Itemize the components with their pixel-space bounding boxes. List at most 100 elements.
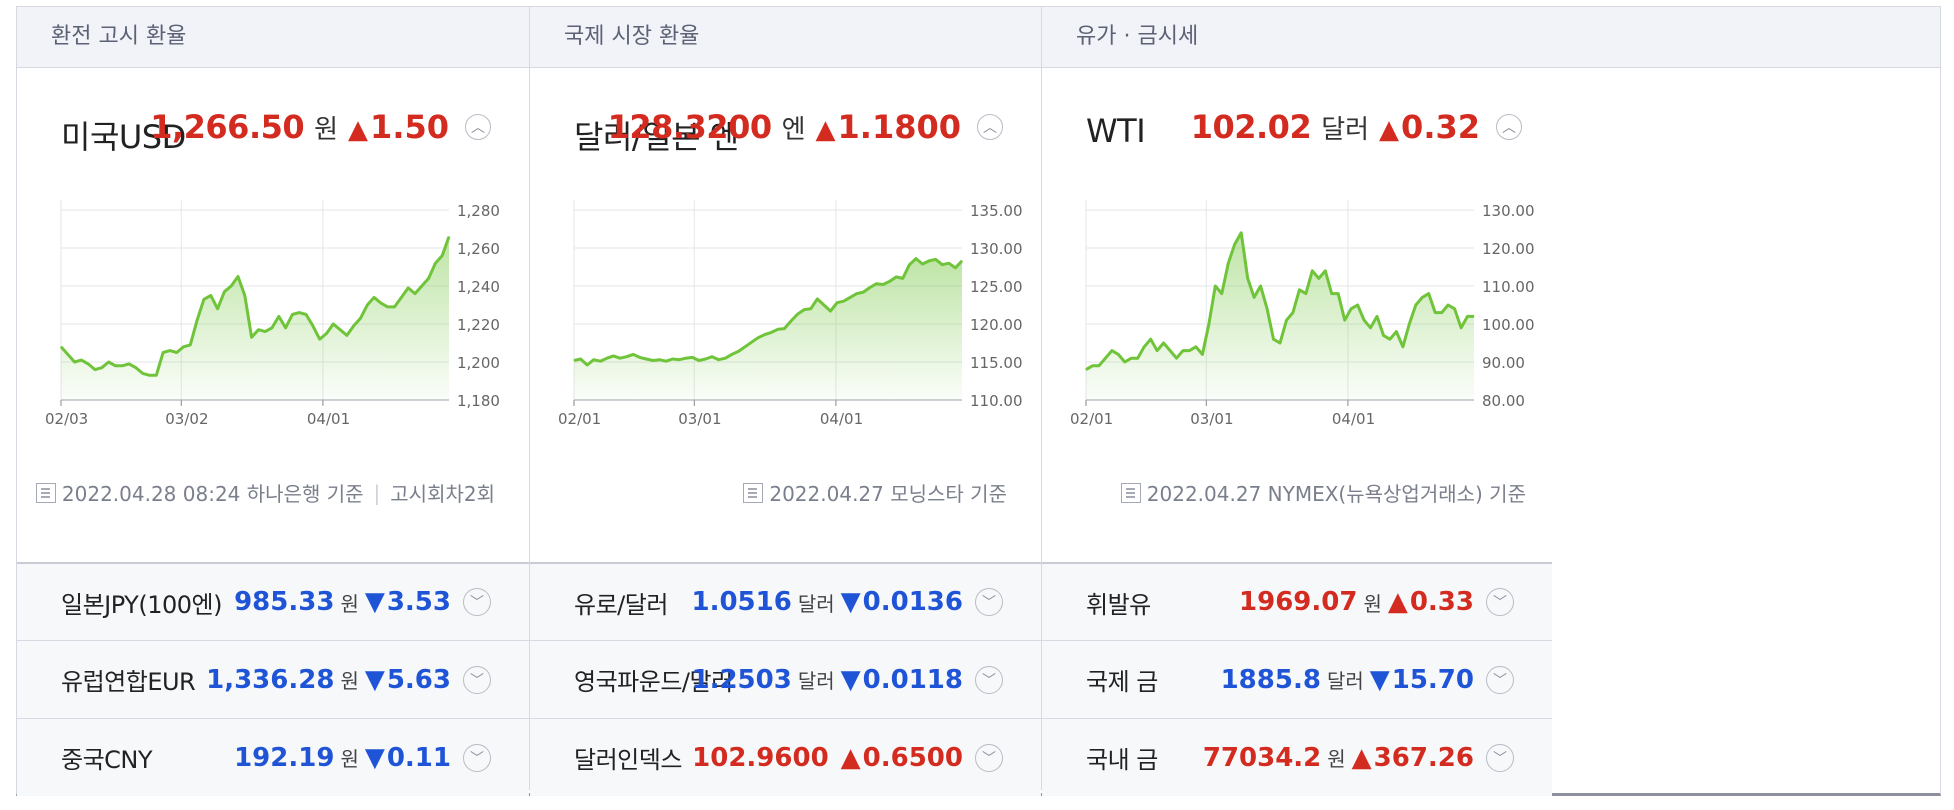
data-point: [935, 258, 937, 260]
data-point: [1344, 319, 1346, 321]
quote-name: 영국파운드/달러: [574, 668, 733, 696]
data-point: [210, 295, 212, 296]
quote-value: 1,336.28: [206, 664, 335, 695]
quote-list: 일본JPY(100엔) 985.33 원 ▼3.53 ﹀ 유럽연합EUR 1,3…: [17, 562, 529, 796]
expand-button[interactable]: ﹀: [463, 743, 491, 772]
data-point: [67, 353, 69, 355]
data-point: [1143, 346, 1145, 348]
data-point: [135, 367, 137, 369]
collapse-button[interactable]: ︿: [465, 114, 491, 140]
data-point: [230, 285, 232, 287]
data-point: [599, 360, 601, 362]
list-item[interactable]: 휘발유 1969.07 원 ▲0.33 ﹀: [1042, 562, 1552, 640]
data-point: [407, 287, 409, 289]
data-point: [902, 277, 904, 279]
data-point: [1208, 323, 1210, 325]
data-point: [836, 302, 838, 304]
data-point: [319, 338, 321, 340]
data-point: [1421, 296, 1423, 298]
triangle-up-icon: ▲: [815, 115, 836, 145]
quote-name: 유로/달러: [574, 590, 668, 619]
list-item[interactable]: 국제 금 1885.8 달러 ▼15.70 ﹀: [1042, 640, 1552, 718]
data-point: [1117, 353, 1119, 355]
y-tick-label: 130.00: [970, 240, 1023, 258]
list-item[interactable]: 달러인덱스 102.9600 ▲0.6500 ﹀: [530, 718, 1041, 796]
y-tick-label: 115.00: [970, 354, 1023, 372]
list-item[interactable]: 일본JPY(100엔) 985.33 원 ▼3.53 ﹀: [17, 562, 529, 640]
collapse-button[interactable]: ︿: [1496, 114, 1522, 140]
data-point: [757, 337, 759, 339]
main-quote-usd[interactable]: 미국USD 1,266.50 원 ▲1.50 ︿ 1,280 1,260 1,240…: [17, 68, 529, 562]
expand-button[interactable]: ﹀: [463, 588, 491, 616]
expand-button[interactable]: ﹀: [1486, 588, 1514, 616]
main-quote-value: 102.02: [1190, 108, 1312, 146]
data-point: [1305, 293, 1307, 295]
triangle-down-icon: ▼: [364, 664, 385, 695]
data-point: [162, 352, 164, 353]
expand-button[interactable]: ﹀: [975, 588, 1003, 616]
x-tick-label: 04/01: [1332, 410, 1375, 428]
quote-unit: 달러: [797, 591, 835, 616]
data-point: [1357, 304, 1359, 306]
list-item[interactable]: 국내 금 77034.2 원 ▲367.26 ﹀: [1042, 718, 1552, 796]
list-item[interactable]: 영국파운드/달러 1.2503 달러 ▼0.0118 ﹀: [530, 640, 1041, 718]
data-point: [1176, 357, 1178, 359]
list-item[interactable]: 유럽연합EUR 1,336.28 원 ▼5.63 ﹀: [17, 640, 529, 718]
expand-button[interactable]: ﹀: [975, 665, 1003, 694]
data-point: [1163, 342, 1165, 344]
list-item[interactable]: 중국CNY 192.19 원 ▼0.11 ﹀: [17, 718, 529, 796]
expand-button[interactable]: ﹀: [1486, 743, 1514, 772]
data-point: [777, 328, 779, 330]
data-point: [718, 359, 720, 361]
expand-button[interactable]: ﹀: [463, 665, 491, 694]
y-tick-label: 1,260: [457, 240, 500, 258]
data-point: [251, 336, 253, 338]
quote-name: 유럽연합EUR: [61, 668, 196, 696]
y-tick-label: 1,280: [457, 202, 500, 220]
data-point: [1273, 338, 1275, 340]
expand-button[interactable]: ﹀: [975, 743, 1003, 772]
data-point: [606, 357, 608, 359]
y-tick-label: 130.00: [1482, 202, 1535, 220]
data-point: [1370, 327, 1372, 329]
data-point: [810, 308, 812, 310]
main-quote-usdjpy[interactable]: 달러/일본 엔 128.3200 엔 ▲1.1800 ︿ 135.00 130.0…: [530, 68, 1041, 562]
quote-list: 유로/달러 1.0516 달러 ▼0.0136 ﹀ 영국파운드/달러 1.250…: [530, 562, 1041, 796]
data-point: [915, 258, 917, 260]
chart-footnote: 2022.04.27 모닝스타 기준: [743, 478, 1007, 507]
main-quote-wti[interactable]: WTI 102.02 달러 ▲0.32 ︿ 130.00 120.00 110.00…: [1042, 68, 1940, 562]
data-point: [1285, 319, 1287, 321]
quote-unit: 달러: [1326, 669, 1364, 693]
quote-unit: 원: [1363, 591, 1382, 616]
list-item[interactable]: 유로/달러 1.0516 달러 ▼0.0136 ﹀: [530, 562, 1041, 640]
quote-value: 192.19: [234, 742, 335, 773]
quote-change: ▼5.63: [364, 664, 451, 695]
data-point: [895, 276, 897, 278]
quote-name: 국제 금: [1086, 668, 1158, 696]
quote-values: 1,336.28 원 ▼5.63 ﹀: [206, 665, 491, 695]
expand-button[interactable]: ﹀: [1486, 665, 1514, 694]
main-quote-unit: 엔: [781, 114, 806, 145]
data-point: [922, 263, 924, 265]
area-fill: [61, 236, 449, 400]
data-point: [1318, 277, 1320, 279]
quote-change: ▼15.70: [1369, 664, 1474, 695]
data-point: [856, 293, 858, 295]
data-point: [1137, 357, 1139, 359]
quote-value: 1885.8: [1220, 664, 1321, 695]
data-point: [586, 364, 588, 366]
data-point: [678, 359, 680, 361]
collapse-button[interactable]: ︿: [977, 114, 1003, 140]
data-point: [823, 304, 825, 306]
triangle-up-icon: ▲: [348, 115, 369, 145]
data-point: [87, 363, 89, 365]
quote-name: 일본JPY(100엔): [61, 590, 222, 619]
triangle-down-icon: ▼: [840, 664, 861, 695]
main-quote-values: 128.3200 엔 ▲1.1800 ︿: [608, 108, 1003, 146]
main-quote-change: ▲0.32: [1379, 108, 1480, 146]
triangle-up-icon: ▲: [1387, 587, 1408, 617]
data-point: [1234, 243, 1236, 245]
data-point: [1169, 350, 1171, 352]
data-point: [94, 369, 96, 371]
data-point: [869, 287, 871, 289]
